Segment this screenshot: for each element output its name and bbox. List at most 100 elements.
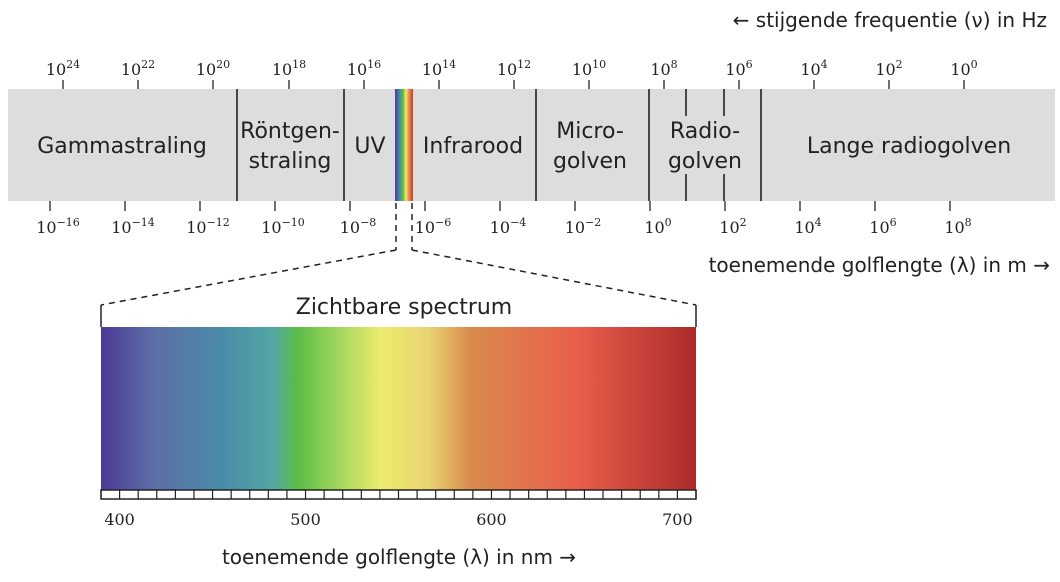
frequency-tick-label-base: 10 [650, 60, 670, 79]
frequency-tick-label-exponent: 24 [66, 58, 80, 71]
wavelength-tick-label: 100 [644, 216, 671, 237]
frequency-tick-label: 1014 [422, 58, 456, 79]
frequency-tick-label-exponent: 22 [141, 58, 155, 71]
band-label-micro-line2: golven [553, 149, 627, 174]
frequency-tick-label: 1020 [196, 58, 230, 79]
frequency-tick-label: 1022 [121, 58, 155, 79]
wavelength-tick-label-base: 10 [490, 218, 510, 237]
wavelength-tick-label-base: 10 [111, 218, 131, 237]
frequency-tick-label-exponent: 2 [896, 58, 903, 71]
frequency-tick-label-base: 10 [196, 60, 216, 79]
wavelength-tick-label-base: 10 [36, 218, 56, 237]
visible-spectrum-title: Zichtbare spectrum [296, 295, 513, 320]
frequency-tick-label: 1024 [46, 58, 80, 79]
frequency-tick-label: 106 [725, 58, 752, 79]
wavelength-tick-label-exponent: 0 [665, 216, 672, 229]
wavelength-tick-label-exponent: −4 [510, 216, 526, 229]
band-label-long-radio: Lange radiogolven [807, 134, 1011, 159]
frequency-tick-label-exponent: 0 [971, 58, 978, 71]
wavelength-tick-label-exponent: −12 [207, 216, 230, 229]
wavelength-tick-label-base: 10 [340, 218, 360, 237]
band-label-xray-line2: straling [249, 149, 332, 174]
band-label-radio-line1: Radio- [670, 119, 740, 144]
wavelength-tick-label: 10−4 [490, 216, 527, 237]
wavelength-tick-label-exponent: −16 [57, 216, 80, 229]
nm-axis-title: toenemende golflengte (λ) in nm → [222, 545, 576, 569]
wavelength-tick-label-base: 10 [565, 218, 585, 237]
visible-strip [395, 89, 413, 201]
frequency-tick-label-exponent: 6 [746, 58, 753, 71]
wavelength-tick-label-exponent: 4 [815, 216, 822, 229]
wavelength-tick-label-base: 10 [186, 218, 206, 237]
frequency-tick-label-exponent: 4 [821, 58, 828, 71]
band-label-uv: UV [354, 134, 385, 159]
frequency-tick-label-base: 10 [950, 60, 970, 79]
frequency-tick-label-exponent: 8 [671, 58, 678, 71]
frequency-tick-label-base: 10 [725, 60, 745, 79]
frequency-tick-label: 100 [950, 58, 977, 79]
wavelength-tick-label: 10−14 [111, 216, 155, 237]
nm-tick-labels: 400 500 600 700 [104, 510, 692, 529]
frequency-tick-marks [62, 80, 965, 89]
frequency-tick-label-base: 10 [800, 60, 820, 79]
frequency-tick-label: 102 [875, 58, 902, 79]
wavelength-tick-label: 10−6 [415, 216, 452, 237]
wavelength-tick-label-exponent: −10 [282, 216, 305, 229]
nm-tick-label: 700 [662, 510, 693, 529]
wavelength-tick-labels: 10−16 10−14 10−12 10−10 10−8 10−6 10−4 10−2 100 1… [36, 216, 971, 237]
frequency-tick-labels: 1024 1022 1020 1018 1016 1014 1012 1010 108 106 10… [46, 58, 978, 79]
wavelength-tick-label: 10−2 [565, 216, 602, 237]
wavelength-tick-label-base: 10 [415, 218, 435, 237]
frequency-tick-label: 104 [800, 58, 827, 79]
frequency-tick-label: 1012 [497, 58, 531, 79]
frequency-tick-label: 1016 [347, 58, 381, 79]
frequency-axis-title: ← stijgende frequentie (ν) in Hz [733, 8, 1047, 32]
wavelength-tick-label: 10−10 [261, 216, 305, 237]
wavelength-tick-label: 108 [944, 216, 971, 237]
wavelength-tick-label-base: 10 [794, 218, 814, 237]
wavelength-tick-label-exponent: −2 [585, 216, 601, 229]
wavelength-tick-label-exponent: 2 [740, 216, 747, 229]
nm-tick-label: 400 [104, 510, 135, 529]
frequency-tick-label-base: 10 [422, 60, 442, 79]
frequency-tick-label-base: 10 [46, 60, 66, 79]
wavelength-tick-label: 10−12 [186, 216, 230, 237]
frequency-tick-label-exponent: 20 [216, 58, 230, 71]
wavelength-tick-label-base: 10 [869, 218, 889, 237]
wavelength-tick-marks [49, 201, 951, 211]
wavelength-tick-label-exponent: 6 [890, 216, 897, 229]
band-dividers [236, 89, 762, 201]
band-label-gamma: Gammastraling [37, 134, 207, 159]
frequency-tick-label-base: 10 [572, 60, 592, 79]
frequency-tick-label: 108 [650, 58, 677, 79]
wavelength-tick-label: 10−8 [340, 216, 377, 237]
spectrum-band [8, 89, 1055, 201]
frequency-tick-label-base: 10 [272, 60, 292, 79]
zoom-brackets [100, 305, 697, 327]
nm-tick-marks [100, 490, 697, 499]
frequency-tick-label-base: 10 [497, 60, 517, 79]
wavelength-tick-label: 106 [869, 216, 896, 237]
frequency-tick-label-base: 10 [347, 60, 367, 79]
frequency-tick-label-exponent: 16 [367, 58, 381, 71]
wavelength-tick-label-exponent: −14 [132, 216, 155, 229]
wavelength-axis-title: toenemende golflengte (λ) in m → [709, 253, 1050, 277]
band-label-radio-line2: golven [668, 149, 742, 174]
frequency-tick-label-exponent: 10 [592, 58, 606, 71]
wavelength-tick-label: 102 [719, 216, 746, 237]
wavelength-tick-label-base: 10 [261, 218, 281, 237]
frequency-tick-label-base: 10 [875, 60, 895, 79]
frequency-tick-label-exponent: 18 [292, 58, 306, 71]
frequency-tick-label-exponent: 14 [442, 58, 456, 71]
nm-tick-label: 600 [476, 510, 507, 529]
band-label-xray-line1: Röntgen- [240, 119, 340, 144]
wavelength-tick-label-exponent: −6 [435, 216, 451, 229]
wavelength-tick-label-exponent: 8 [965, 216, 972, 229]
wavelength-tick-label-exponent: −8 [360, 216, 376, 229]
wavelength-tick-label-base: 10 [944, 218, 964, 237]
frequency-tick-label-exponent: 12 [517, 58, 531, 71]
wavelength-tick-label: 104 [794, 216, 821, 237]
frequency-tick-label-base: 10 [121, 60, 141, 79]
wavelength-tick-label-base: 10 [719, 218, 739, 237]
